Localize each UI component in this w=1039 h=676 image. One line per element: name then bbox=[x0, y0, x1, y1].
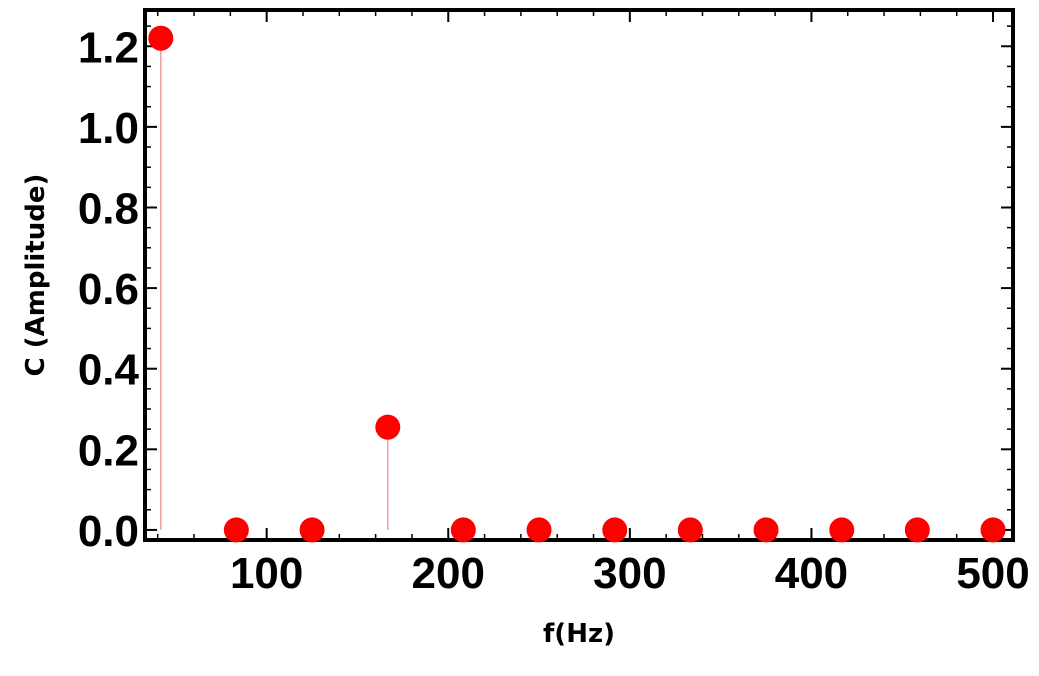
y-tick-label: 0.8 bbox=[78, 184, 139, 233]
y-tick-label: 0.4 bbox=[78, 346, 140, 395]
y-tick-label: 0.0 bbox=[78, 507, 139, 556]
plot-frame bbox=[143, 8, 1015, 542]
data-points bbox=[148, 25, 1006, 543]
data-point bbox=[450, 517, 476, 543]
data-point bbox=[602, 517, 628, 543]
data-point bbox=[677, 517, 703, 543]
x-axis-title: f(Hz) bbox=[543, 619, 615, 649]
x-tick-label: 300 bbox=[593, 549, 666, 598]
data-point bbox=[223, 517, 249, 543]
data-point bbox=[904, 517, 930, 543]
y-tick-label: 1.2 bbox=[78, 23, 139, 72]
x-tick-label: 400 bbox=[775, 549, 848, 598]
y-tick-label: 1.0 bbox=[78, 104, 139, 153]
x-axis-ticks: 100 200 300 400 500 bbox=[156, 10, 1030, 598]
stem-lines bbox=[160, 38, 389, 530]
data-point bbox=[375, 414, 401, 440]
x-tick-label: 500 bbox=[956, 549, 1029, 598]
y-tick-label: 0.2 bbox=[78, 426, 139, 475]
data-point bbox=[526, 517, 552, 543]
data-point bbox=[299, 517, 325, 543]
data-point bbox=[753, 517, 779, 543]
data-point bbox=[980, 517, 1006, 543]
y-tick-label: 0.6 bbox=[78, 265, 139, 314]
y-axis-title: C (Amplitude) bbox=[21, 174, 51, 377]
y-axis-ticks: 0.0 0.2 0.4 0.6 0.8 1.0 1.2 bbox=[78, 23, 1013, 556]
data-point bbox=[829, 517, 855, 543]
x-tick-label: 100 bbox=[230, 549, 303, 598]
data-point bbox=[148, 25, 174, 51]
x-tick-label: 200 bbox=[412, 549, 485, 598]
